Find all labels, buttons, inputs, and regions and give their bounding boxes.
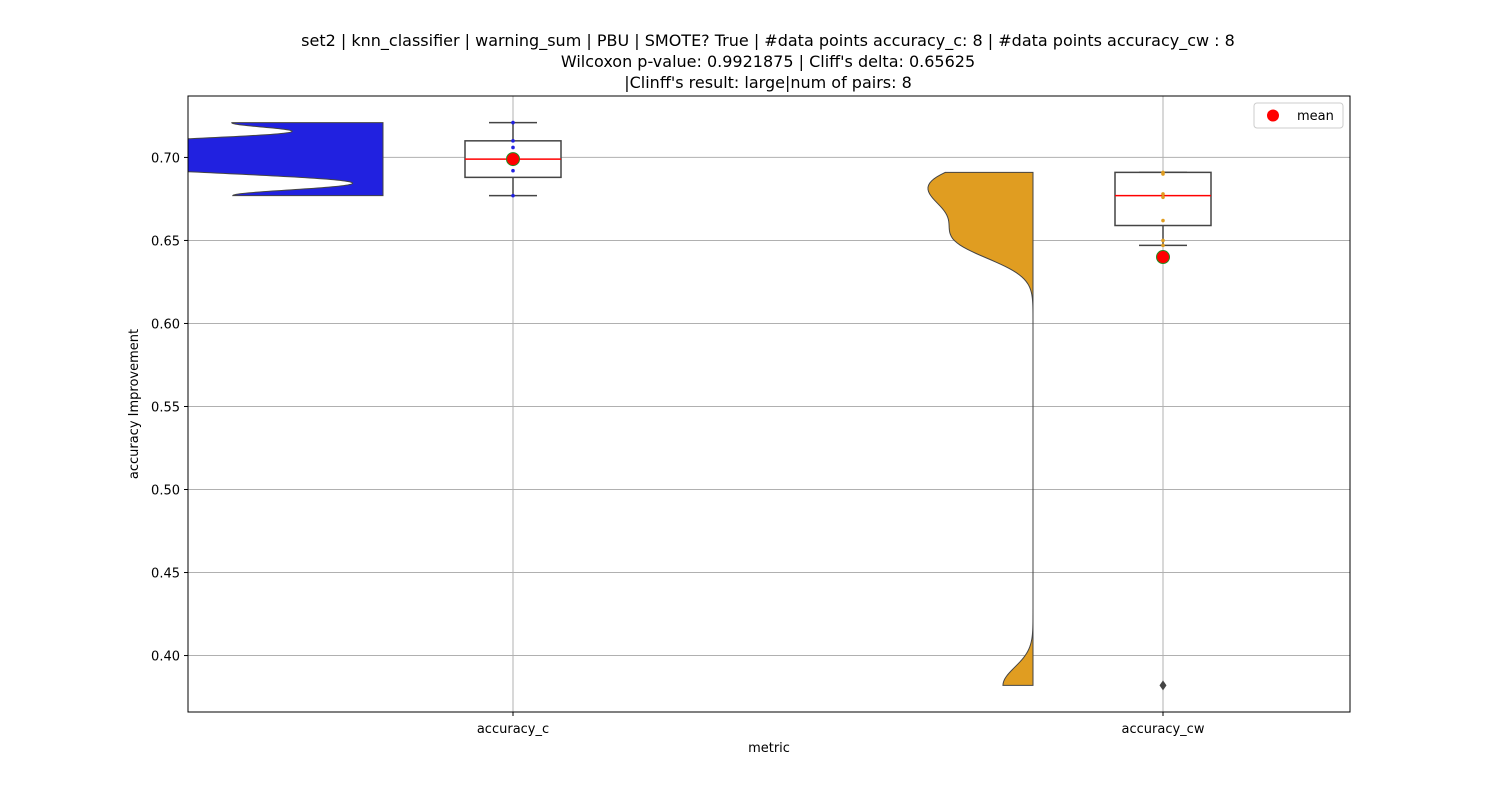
outlier-accuracy_cw (1159, 680, 1167, 691)
violin-accuracy_c (188, 122, 384, 197)
data-point-accuracy_c (511, 193, 515, 198)
y-tick-label: 0.70 (151, 151, 180, 166)
y-axis-label: accuracy Improvement (127, 329, 142, 479)
plot-frame (187, 95, 1351, 713)
violin-accuracy_cw (927, 171, 1034, 686)
plot-area (188, 120, 1212, 691)
mean-marker-accuracy_cw (1156, 250, 1170, 265)
data-point-accuracy_cw (1161, 195, 1165, 200)
chart-title-line-1: set2 | knn_classifier | warning_sum | PB… (301, 31, 1235, 51)
data-point-accuracy_cw (1161, 243, 1165, 248)
x-tick-label: accuracy_c (477, 722, 549, 737)
y-tick-label: 0.40 (151, 650, 180, 665)
data-point-accuracy_c (511, 168, 515, 173)
data-point-accuracy_cw (1161, 170, 1165, 175)
y-tick-label: 0.55 (151, 400, 180, 415)
chart-title-line-3: |Clinff's result: large|num of pairs: 8 (624, 73, 912, 92)
mean-marker-accuracy_c (506, 152, 520, 167)
data-point-accuracy_c (511, 139, 515, 143)
y-tick-label: 0.60 (151, 317, 180, 332)
y-tick-label: 0.50 (151, 484, 180, 499)
ticks-layer: 0.40 0.45 0.50 0.55 0.60 0.65 0.70 accuracy_c ac… (151, 151, 1205, 737)
legend: mean (1253, 102, 1344, 129)
data-point-accuracy_cw (1161, 192, 1165, 196)
data-point-accuracy_c (511, 145, 515, 150)
data-point-accuracy_cw (1161, 218, 1165, 223)
legend-mean-marker (1267, 109, 1279, 122)
chart-title-line-2: Wilcoxon p-value: 0.9921875 | Cliff's de… (561, 52, 975, 71)
x-tick-label: accuracy_cw (1122, 722, 1205, 737)
y-tick-label: 0.45 (151, 567, 180, 582)
data-point-accuracy_c (511, 120, 515, 125)
data-point-accuracy_cw (1161, 238, 1165, 243)
y-tick-label: 0.65 (151, 234, 180, 249)
x-axis-label: metric (748, 741, 790, 756)
legend-label-mean: mean (1297, 109, 1334, 124)
legend-frame (1253, 102, 1344, 129)
